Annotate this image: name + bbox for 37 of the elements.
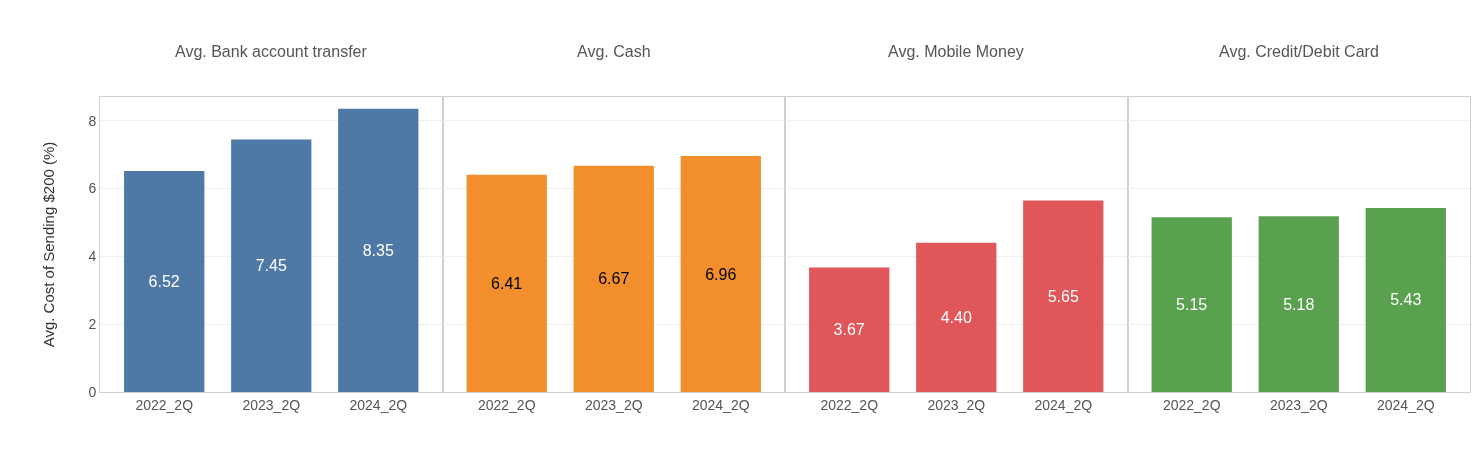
data-label: 6.67 xyxy=(598,270,630,288)
data-label: 5.43 xyxy=(1390,291,1422,309)
y-tick-label: 2 xyxy=(88,316,97,333)
data-label: 6.52 xyxy=(148,272,180,290)
x-tick-label: 2022_2Q xyxy=(820,396,879,413)
bar xyxy=(231,139,312,392)
data-label: 6.41 xyxy=(491,274,523,292)
x-tick-label: 2024_2Q xyxy=(691,396,750,413)
data-label: 5.18 xyxy=(1283,295,1315,313)
x-tick-label: 2023_2Q xyxy=(1269,396,1328,413)
data-label: 7.45 xyxy=(255,257,287,275)
bar xyxy=(124,170,205,392)
chart-title: Avg. Mobile Money xyxy=(888,43,1024,60)
x-tick-label: 2023_2Q xyxy=(584,396,643,413)
chart-title: Avg. Cash xyxy=(577,43,651,60)
x-tick-label: 2024_2Q xyxy=(1376,396,1435,413)
chart-title: Avg. Bank account transfer xyxy=(175,43,368,60)
data-label: 8.35 xyxy=(362,241,394,259)
x-tick-label: 2024_2Q xyxy=(1034,396,1093,413)
data-label: 5.15 xyxy=(1176,296,1208,314)
x-tick-label: 2022_2Q xyxy=(477,396,536,413)
x-tick-label: 2024_2Q xyxy=(349,396,408,413)
x-tick-label: 2023_2Q xyxy=(927,396,986,413)
x-tick-label: 2022_2Q xyxy=(1162,396,1221,413)
y-axis-title: Avg. Cost of Sending $200 (%) xyxy=(39,141,57,348)
data-label: 4.40 xyxy=(940,308,972,326)
y-tick-label: 4 xyxy=(88,248,97,265)
data-label: 3.67 xyxy=(833,321,865,339)
y-tick-label: 6 xyxy=(88,180,97,197)
bar xyxy=(338,108,419,392)
data-label: 6.96 xyxy=(705,265,737,283)
y-tick-label: 0 xyxy=(88,383,97,400)
data-label: 5.65 xyxy=(1047,287,1079,305)
chart-title: Avg. Credit/Debit Card xyxy=(1219,43,1379,60)
x-tick-label: 2022_2Q xyxy=(135,396,194,413)
y-tick-label: 8 xyxy=(88,112,97,129)
x-tick-label: 2023_2Q xyxy=(242,396,301,413)
